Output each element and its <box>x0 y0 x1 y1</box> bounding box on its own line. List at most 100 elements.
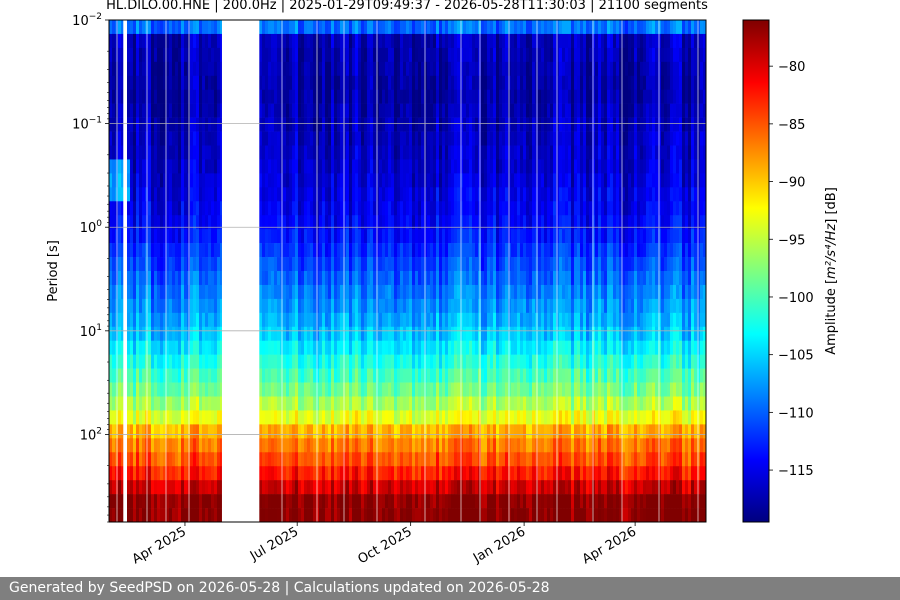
spectrogram-cell <box>385 340 389 355</box>
spectrogram-cell <box>271 438 275 453</box>
spectrogram-cell <box>430 201 434 216</box>
spectrogram-cell <box>220 20 224 35</box>
spectrogram-cell <box>340 368 344 383</box>
spectrogram-cell <box>445 424 449 439</box>
spectrogram-cell <box>376 438 380 453</box>
spectrogram-cell <box>463 508 467 522</box>
spectrogram-cell <box>433 438 437 453</box>
spectrogram-cell <box>484 452 488 467</box>
spectrogram-cell <box>424 480 428 495</box>
spectrogram-cell <box>517 340 521 355</box>
spectrogram-cell <box>340 103 344 118</box>
spectrogram-cell <box>268 229 272 244</box>
spectrogram-cell <box>262 117 266 132</box>
spectrogram-cell <box>529 494 533 509</box>
spectrogram-cell <box>208 271 212 286</box>
spectrogram-cell <box>265 382 269 397</box>
spectrogram-cell <box>412 187 416 202</box>
spectrogram-cell <box>520 312 524 328</box>
spectrogram-cell <box>295 284 299 300</box>
spectrogram-cell <box>469 284 473 300</box>
spectrogram-cell <box>400 480 404 495</box>
spectrogram-cell <box>439 159 443 174</box>
spectrogram-cell <box>157 89 161 104</box>
spectrogram-cell <box>490 215 494 230</box>
spectrogram-cell <box>157 312 161 328</box>
spectrogram-cell <box>343 187 347 202</box>
spectrogram-cell <box>298 410 302 425</box>
spectrogram-cell <box>406 20 410 35</box>
spectrogram-cell <box>505 368 509 383</box>
spectrogram-cell <box>406 61 410 77</box>
spectrogram-cell <box>121 480 125 495</box>
spectrogram-cell <box>316 396 320 411</box>
spectrogram-cell <box>508 326 512 342</box>
spectrogram-cell <box>214 159 218 174</box>
spectrogram-cell <box>352 340 356 355</box>
spectrogram-cell <box>181 452 185 467</box>
spectrogram-cell <box>526 284 530 300</box>
spectrogram-cell <box>469 466 473 481</box>
spectrogram-cell <box>193 33 197 49</box>
spectrogram-cell <box>166 354 170 369</box>
spectrogram-cell <box>133 47 137 63</box>
spectrogram-cell <box>130 354 134 369</box>
spectrogram-cell <box>295 215 299 230</box>
spectrogram-cell <box>532 159 536 174</box>
spectrogram-cell <box>556 452 560 467</box>
spectrogram-cell <box>283 396 287 411</box>
spectrogram-cell <box>151 215 155 230</box>
spectrogram-cell <box>484 340 488 355</box>
spectrogram-cell <box>442 89 446 104</box>
spectrogram-cell <box>541 145 545 160</box>
spectrogram-cell <box>181 215 185 230</box>
spectrogram-cell <box>358 145 362 160</box>
spectrogram-cell <box>451 215 455 230</box>
spectrogram-cell <box>193 396 197 411</box>
spectrogram-cell <box>169 480 173 495</box>
spectrogram-cell <box>286 145 290 160</box>
spectrogram-cell <box>502 145 506 160</box>
spectrogram-cell <box>388 75 392 91</box>
spectrogram-cell <box>472 201 476 216</box>
spectrogram-cell <box>130 340 134 355</box>
spectrogram-cell <box>307 382 311 397</box>
spectrogram-cell <box>211 382 215 397</box>
spectrogram-cell <box>439 466 443 481</box>
spectrogram-cell <box>361 257 365 272</box>
spectrogram-cell <box>436 257 440 272</box>
spectrogram-cell <box>529 410 533 425</box>
spectrogram-cell <box>211 33 215 49</box>
spectrogram-cell <box>262 312 266 328</box>
spectrogram-cell <box>550 131 554 146</box>
spectrogram-cell <box>175 452 179 467</box>
spectrogram-cell <box>202 340 206 355</box>
spectrogram-cell <box>358 298 362 314</box>
spectrogram-cell <box>364 368 368 383</box>
spectrogram-cell <box>292 187 296 202</box>
spectrogram-cell <box>208 229 212 244</box>
spectrogram-cell <box>217 340 221 355</box>
spectrogram-cell <box>130 47 134 63</box>
spectrogram-cell <box>367 61 371 77</box>
spectrogram-cell <box>358 215 362 230</box>
spectrogram-cell <box>283 61 287 77</box>
spectrogram-cell <box>220 243 224 258</box>
spectrogram-cell <box>388 354 392 369</box>
spectrogram-cell <box>460 131 464 146</box>
spectrogram-cell <box>319 368 323 383</box>
chart-canvas: Apr 2025 Jul 2025 Oct 2025 Jan 2026 Apr 2026… <box>46 12 839 567</box>
spectrogram-cell <box>451 173 455 188</box>
spectrogram-cell <box>490 271 494 286</box>
spectrogram-cell <box>427 103 431 118</box>
spectrogram-cell <box>151 508 155 522</box>
spectrogram-cell <box>271 340 275 355</box>
spectrogram-cell <box>409 159 413 174</box>
spectrogram-cell <box>331 33 335 49</box>
spectrogram-cell <box>220 284 224 300</box>
spectrogram-cell <box>274 47 278 63</box>
spectrogram-cell <box>463 298 467 314</box>
spectrogram-cell <box>355 201 359 216</box>
spectrogram-cell <box>313 47 317 63</box>
spectrogram-cell <box>472 159 476 174</box>
